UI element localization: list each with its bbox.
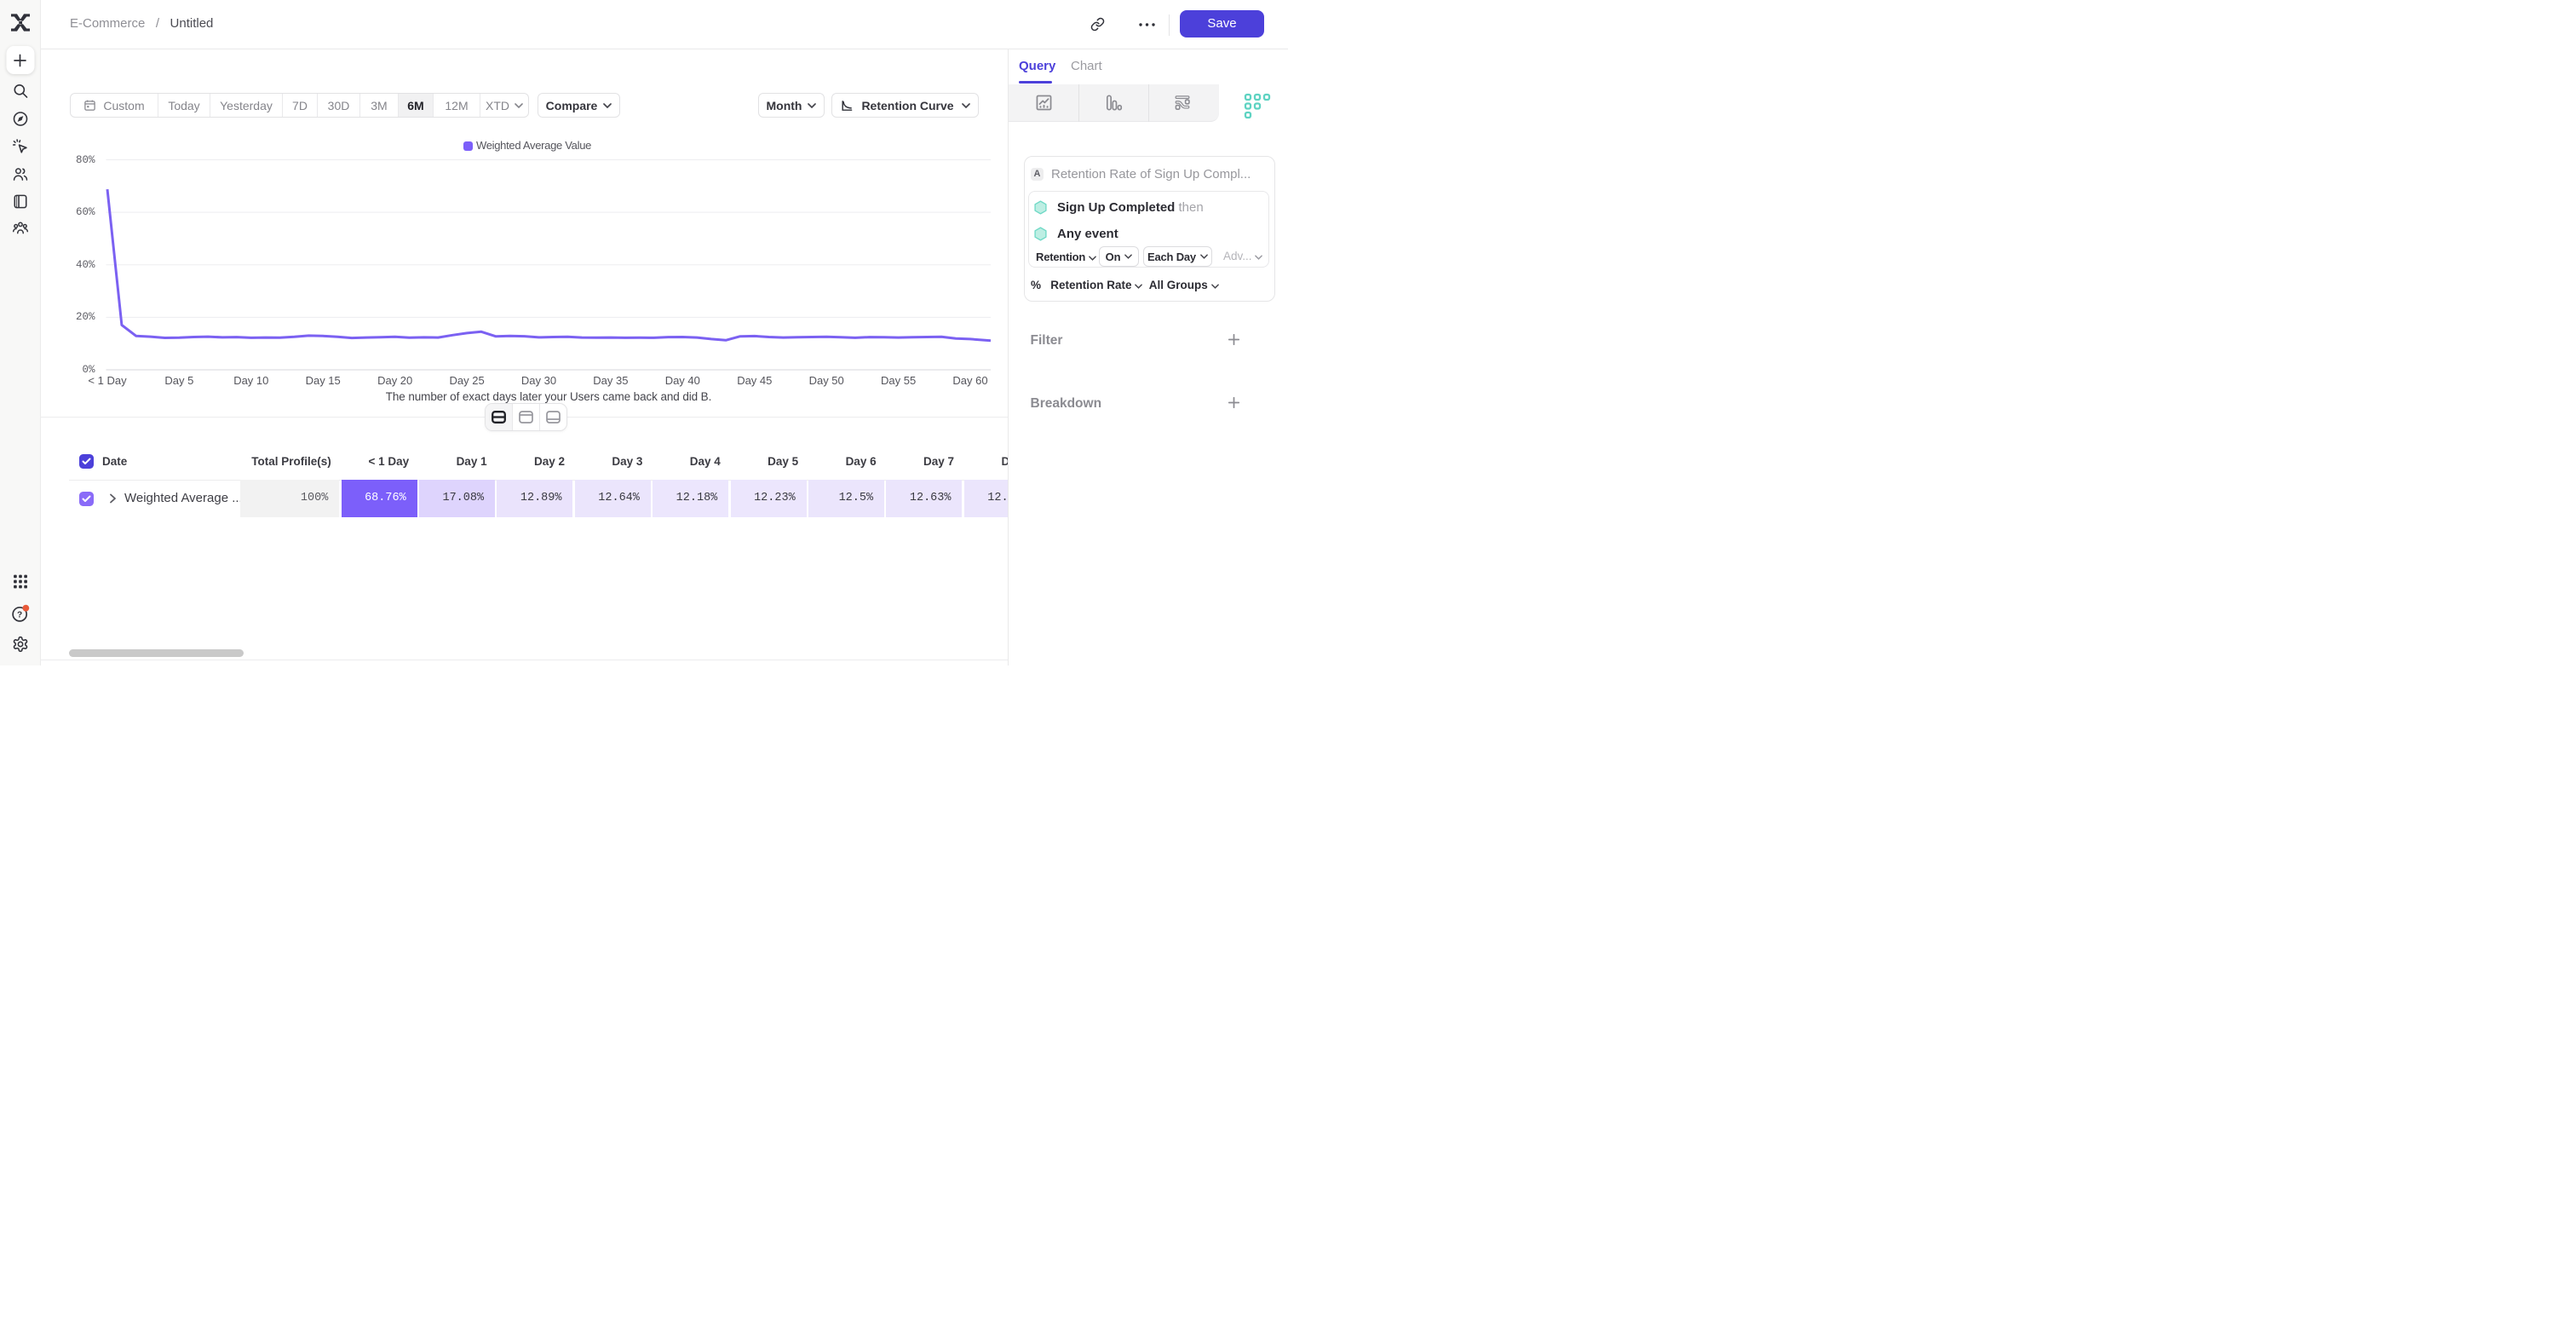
svg-text:?: ? <box>17 611 22 620</box>
